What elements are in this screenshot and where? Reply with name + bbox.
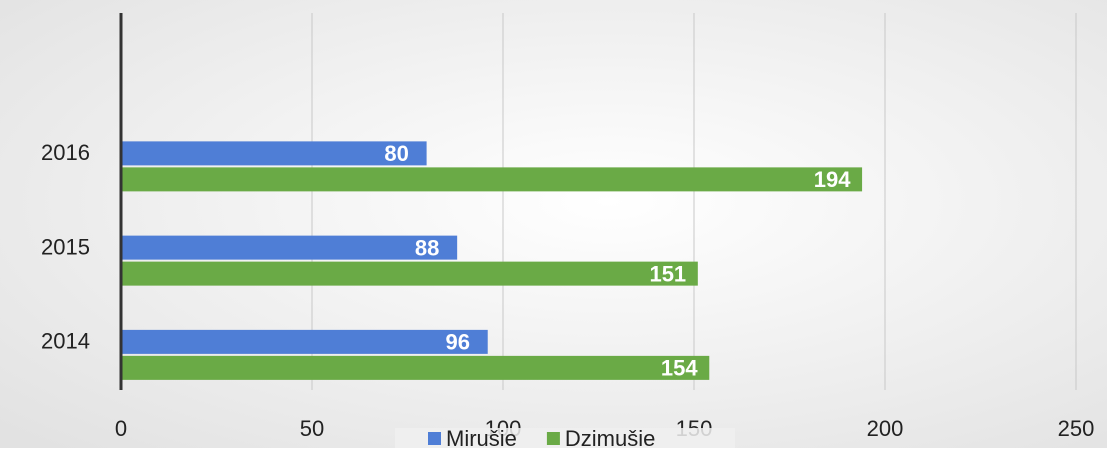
data-label: 154 <box>661 356 698 381</box>
y-tick-label: 2015 <box>41 234 90 259</box>
data-label: 96 <box>445 330 469 355</box>
legend-label: Dzimušie <box>565 426 655 448</box>
data-label: 151 <box>649 261 686 286</box>
legend-swatch <box>546 432 560 445</box>
x-tick-label: 200 <box>867 416 904 441</box>
x-tick-label: 250 <box>1058 416 1095 441</box>
data-label: 88 <box>415 235 439 260</box>
legend-box <box>395 428 735 450</box>
bar <box>121 235 458 260</box>
bar <box>121 329 488 354</box>
data-label: 194 <box>814 167 851 192</box>
y-tick-label: 2016 <box>41 140 90 165</box>
y-tick-label: 2014 <box>41 329 90 354</box>
bar <box>121 261 698 286</box>
x-tick-label: 0 <box>115 416 127 441</box>
legend-label: Mirušie <box>446 426 517 448</box>
x-tick-label: 50 <box>300 416 324 441</box>
data-label: 80 <box>384 141 408 166</box>
legend-swatch <box>428 432 441 445</box>
bar <box>121 167 863 192</box>
bar <box>121 355 710 380</box>
bar <box>121 141 427 166</box>
